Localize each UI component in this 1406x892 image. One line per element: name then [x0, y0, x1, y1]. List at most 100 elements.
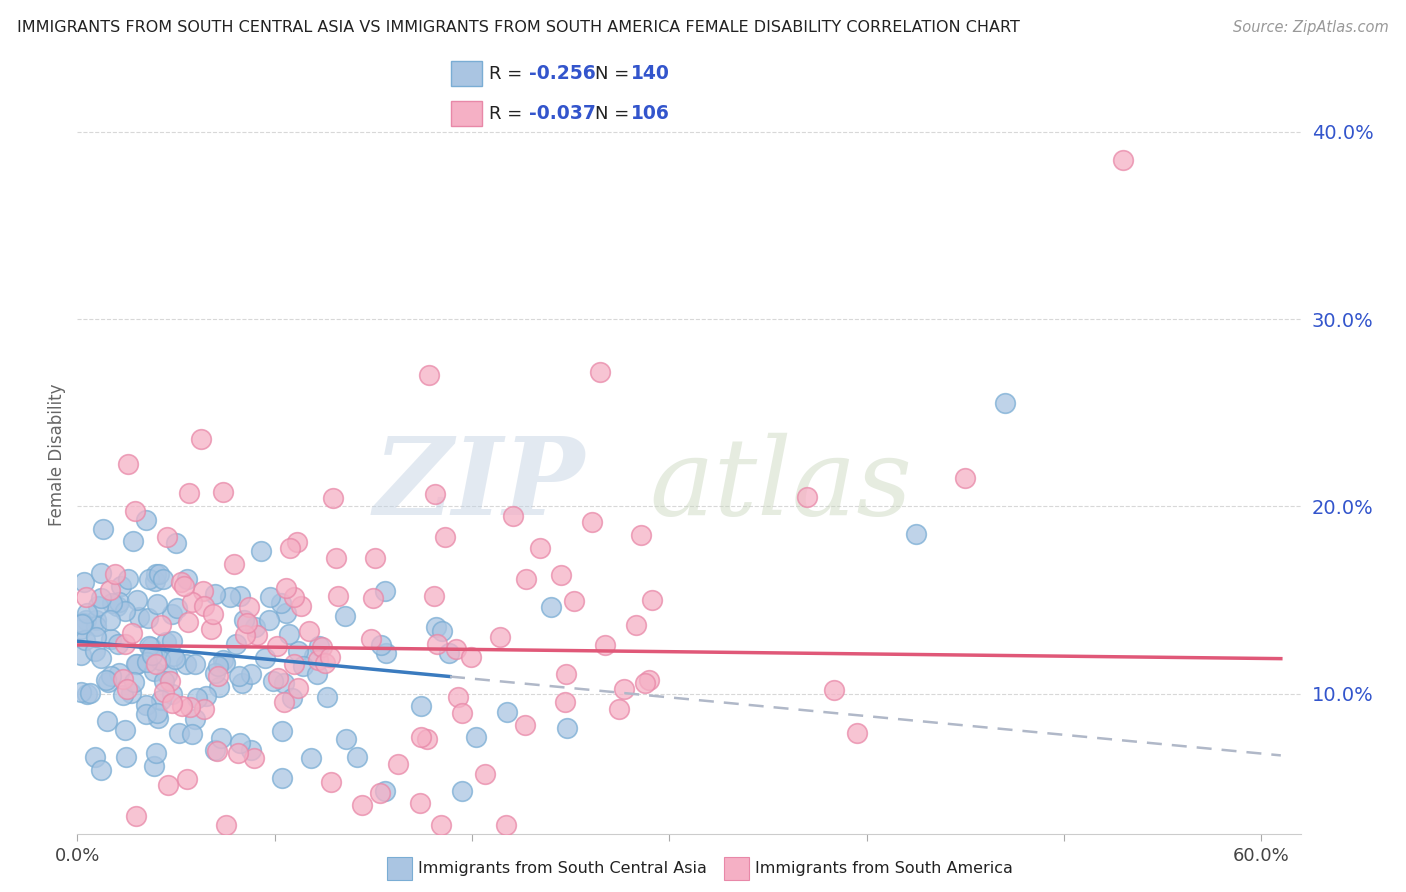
Text: Immigrants from South America: Immigrants from South America: [755, 862, 1012, 876]
Point: [125, 809, 148, 823]
Point: [145, 567, 167, 582]
Point: [117, 457, 139, 471]
Point: [581, 515, 603, 529]
Point: [374, 784, 396, 798]
Point: [193, 701, 215, 715]
Point: [97, 675, 120, 690]
Point: [193, 599, 215, 613]
Point: [243, 751, 266, 765]
Point: [70, 648, 93, 662]
Point: [444, 641, 467, 656]
Point: [84, 750, 107, 764]
Point: [904, 527, 927, 541]
Point: [411, 730, 433, 744]
Point: [474, 767, 496, 781]
Point: [160, 607, 183, 622]
Point: [87, 599, 110, 614]
Point: [135, 698, 157, 712]
Point: [108, 665, 131, 680]
Point: [159, 673, 181, 688]
Point: [204, 665, 226, 680]
Point: [225, 637, 247, 651]
Point: [138, 639, 160, 653]
Point: [270, 596, 292, 610]
Point: [335, 732, 357, 747]
Point: [208, 681, 231, 695]
Point: [75, 613, 97, 627]
Point: [79, 686, 101, 700]
Point: [98, 613, 121, 627]
Point: [233, 628, 256, 642]
Point: [205, 743, 228, 757]
Point: [418, 368, 440, 382]
Point: [148, 566, 170, 581]
Point: [146, 706, 169, 720]
Point: [215, 818, 238, 832]
Point: [314, 656, 336, 670]
Point: [100, 669, 122, 683]
Point: [630, 528, 652, 542]
Point: [212, 653, 235, 667]
Point: [149, 653, 172, 667]
Point: [224, 557, 246, 571]
Point: [496, 705, 519, 719]
Point: [145, 657, 167, 672]
Point: [368, 786, 391, 800]
Point: [184, 712, 207, 726]
Point: [207, 669, 229, 683]
Point: [953, 471, 976, 485]
Point: [200, 623, 222, 637]
Point: [322, 491, 344, 505]
Point: [70, 622, 93, 636]
Point: [245, 620, 267, 634]
Point: [107, 599, 129, 613]
Point: [104, 566, 127, 581]
Point: [207, 659, 229, 673]
Point: [125, 593, 148, 607]
Text: IMMIGRANTS FROM SOUTH CENTRAL ASIA VS IMMIGRANTS FROM SOUTH AMERICA FEMALE DISAB: IMMIGRANTS FROM SOUTH CENTRAL ASIA VS IM…: [17, 20, 1019, 35]
Point: [515, 572, 537, 586]
Point: [70, 684, 93, 698]
Point: [204, 587, 226, 601]
Point: [76, 687, 98, 701]
Point: [143, 574, 166, 588]
Point: [270, 723, 292, 738]
Point: [641, 592, 664, 607]
Point: [96, 714, 118, 728]
Point: [191, 584, 214, 599]
Point: [450, 706, 472, 720]
Point: [502, 509, 524, 524]
Point: [1112, 153, 1135, 167]
Point: [84, 643, 107, 657]
Point: [162, 687, 184, 701]
Point: [529, 541, 551, 555]
Point: [226, 747, 249, 761]
Point: [612, 682, 634, 697]
Point: [624, 617, 647, 632]
Point: [489, 630, 512, 644]
Point: [84, 613, 107, 627]
Point: [90, 591, 112, 605]
Point: [90, 763, 112, 777]
Point: [90, 650, 112, 665]
Point: [307, 653, 329, 667]
Point: [409, 796, 432, 810]
Point: [233, 614, 256, 628]
Point: [554, 695, 576, 709]
Text: -0.256: -0.256: [529, 64, 595, 83]
Point: [231, 676, 253, 690]
Point: [135, 706, 157, 721]
Point: [176, 657, 198, 671]
Point: [321, 775, 343, 789]
Text: N =: N =: [595, 104, 628, 123]
Point: [173, 579, 195, 593]
Point: [274, 581, 297, 595]
Point: [634, 676, 657, 690]
Y-axis label: Female Disability: Female Disability: [48, 384, 66, 526]
Point: [364, 550, 387, 565]
Point: [292, 658, 315, 673]
Point: [346, 749, 368, 764]
Point: [70, 617, 93, 632]
Point: [416, 731, 439, 746]
Point: [796, 490, 818, 504]
